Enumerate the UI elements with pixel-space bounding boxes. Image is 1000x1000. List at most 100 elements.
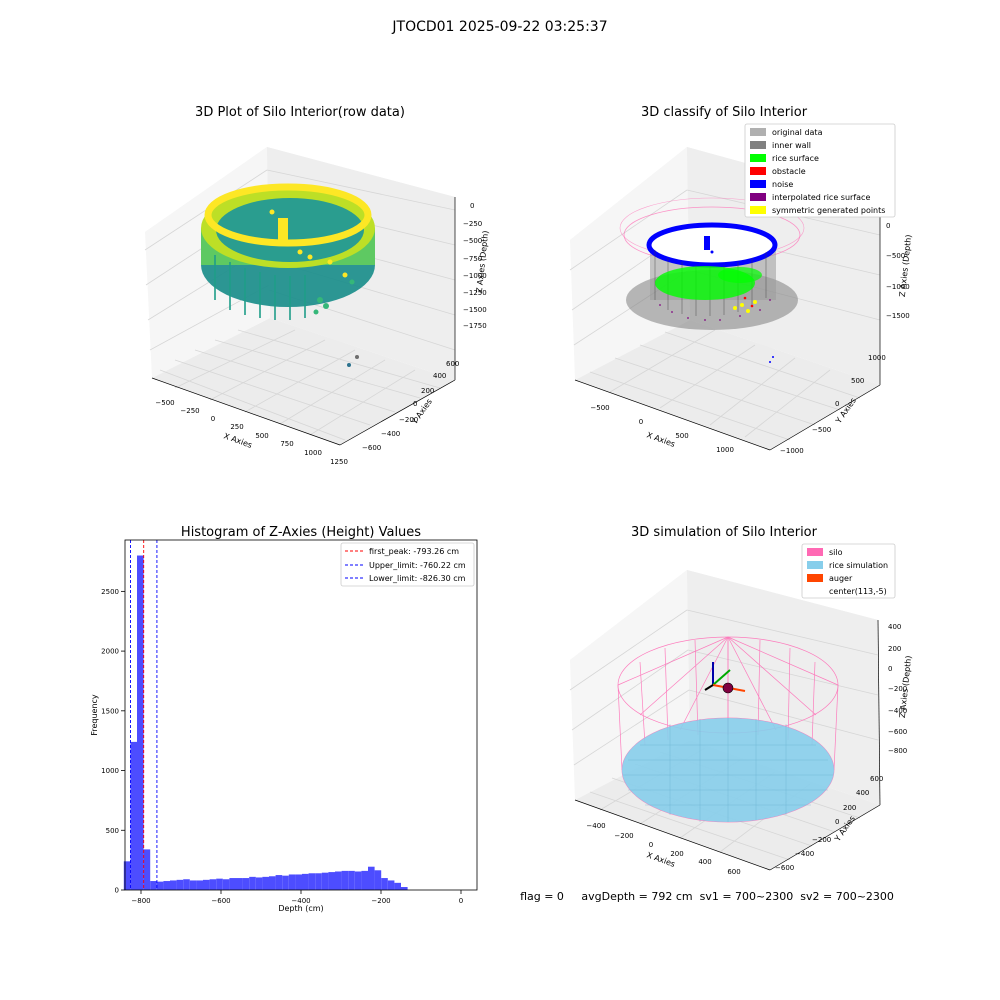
- svg-text:−250: −250: [180, 407, 199, 415]
- svg-text:200: 200: [421, 387, 434, 395]
- histogram-bar: [236, 878, 243, 890]
- svg-text:−750: −750: [463, 255, 482, 263]
- histogram-bar: [196, 880, 203, 890]
- histogram-bar: [361, 870, 368, 890]
- sim-legend-item-auger: auger: [807, 574, 853, 583]
- y-tick-label: 2500: [101, 588, 119, 596]
- rice-surface-mesh: [623, 718, 833, 822]
- raw-plot-x-ticks: −500 −250 0 250 500 750 1000 1250: [155, 399, 348, 466]
- classify-legend-item-rice-surface: rice surface: [750, 154, 819, 163]
- svg-text:0: 0: [835, 818, 839, 826]
- y-tick-label: 1500: [101, 707, 119, 715]
- figure-title: JTOCD01 2025-09-22 03:25:37: [391, 19, 607, 35]
- svg-text:−500: −500: [590, 404, 609, 412]
- raw-plot-title: 3D Plot of Silo Interior(row data): [195, 105, 405, 120]
- histogram-bar: [216, 878, 223, 890]
- simulation-plot-title: 3D simulation of Silo Interior: [631, 525, 818, 540]
- classify-legend-item-symmetric: symmetric generated points: [750, 206, 885, 215]
- histogram-bar: [229, 878, 236, 890]
- histogram-bar: [381, 878, 388, 890]
- svg-text:−600: −600: [775, 864, 794, 872]
- svg-text:−200: −200: [888, 685, 907, 693]
- svg-text:−500: −500: [812, 426, 831, 434]
- svg-text:200: 200: [670, 850, 683, 858]
- svg-text:0: 0: [413, 400, 417, 408]
- histogram-bar: [163, 881, 170, 890]
- y-tick-label: 500: [106, 827, 119, 835]
- simulation-3d-plot: 3D simulation of Silo Interior: [569, 525, 913, 876]
- histogram-bar: [387, 880, 395, 890]
- classify-3d-plot: 3D classify of Silo Interior: [569, 105, 913, 455]
- svg-text:600: 600: [446, 360, 459, 368]
- histogram-bar: [302, 873, 309, 890]
- histogram-bar: [275, 875, 283, 890]
- svg-text:−1250: −1250: [463, 289, 487, 297]
- classify-plot-legend: original data inner wall rice surface ob…: [744, 123, 896, 218]
- histogram-bar: [137, 555, 144, 890]
- svg-text:0: 0: [835, 400, 839, 408]
- y-tick-label: 2000: [101, 648, 119, 656]
- histogram-bar: [341, 870, 349, 890]
- svg-text:silo: silo: [829, 548, 843, 557]
- svg-text:0: 0: [649, 841, 653, 849]
- svg-text:inner wall: inner wall: [772, 141, 811, 150]
- histogram-bars: [123, 555, 408, 890]
- svg-text:−800: −800: [888, 747, 907, 755]
- svg-text:250: 250: [230, 423, 243, 431]
- svg-text:−250: −250: [463, 220, 482, 228]
- svg-text:obstacle: obstacle: [772, 167, 806, 176]
- svg-text:−600: −600: [888, 728, 907, 736]
- histogram-title: Histogram of Z-Axies (Height) Values: [181, 525, 421, 540]
- histogram-bar: [183, 879, 190, 890]
- histogram-bar: [249, 876, 256, 890]
- svg-text:−400: −400: [381, 430, 400, 438]
- svg-text:0: 0: [888, 665, 892, 673]
- histogram-bar: [321, 872, 329, 890]
- svg-text:400: 400: [698, 858, 711, 866]
- svg-text:750: 750: [280, 440, 293, 448]
- x-tick-label: −600: [211, 897, 230, 905]
- classify-legend-item-inner-wall: inner wall: [750, 141, 811, 150]
- svg-text:auger: auger: [829, 574, 853, 583]
- raw-plot-points: [201, 183, 375, 367]
- histogram-bar: [288, 874, 296, 890]
- classify-legend-item-obstacle: obstacle: [750, 167, 806, 176]
- histogram-bar: [242, 878, 250, 890]
- svg-text:symmetric generated points: symmetric generated points: [772, 206, 885, 215]
- status-readout: flag = 0 avgDepth = 792 cm sv1 = 700~230…: [520, 890, 894, 903]
- histogram-bar: [203, 879, 210, 890]
- svg-text:0: 0: [211, 415, 215, 423]
- histogram-bar: [354, 871, 362, 890]
- svg-text:rice surface: rice surface: [772, 154, 819, 163]
- classify-plot-xlabel: X Axies: [645, 430, 676, 449]
- svg-text:−400: −400: [795, 850, 814, 858]
- svg-text:−1000: −1000: [463, 272, 487, 280]
- histogram-bar: [222, 879, 230, 890]
- histogram-legend: first_peak: -793.26 cm Upper_limit: -760…: [340, 542, 475, 587]
- histogram-plot-frame: [124, 539, 478, 891]
- svg-text:500: 500: [851, 377, 864, 385]
- histogram-ylabel: Frequency: [90, 694, 99, 736]
- histogram-chart: Histogram of Z-Axies (Height) Values −80…: [90, 525, 478, 913]
- raw-plot-y-ticks: −600 −400 −200 0 200 400 600: [362, 360, 459, 452]
- svg-text:−500: −500: [463, 237, 482, 245]
- svg-text:1000: 1000: [716, 446, 734, 454]
- svg-text:400: 400: [856, 789, 869, 797]
- histogram-bar: [374, 870, 382, 890]
- classify-plot-points: [619, 197, 805, 363]
- y-tick-label: 0: [115, 887, 119, 895]
- y-tick-label: 1000: [101, 767, 119, 775]
- svg-text:−400: −400: [586, 822, 605, 830]
- histogram-reference-lines: [130, 540, 158, 890]
- svg-text:0: 0: [886, 222, 890, 230]
- histogram-bar: [156, 881, 164, 890]
- svg-text:0: 0: [470, 202, 474, 210]
- simulation-plot-x-ticks: −400 −200 0 200 400 600: [586, 822, 740, 876]
- svg-text:400: 400: [433, 372, 446, 380]
- histogram-bar: [335, 871, 342, 890]
- svg-text:1000: 1000: [304, 449, 322, 457]
- histogram-bar: [315, 873, 322, 890]
- classify-legend-item-original: original data: [750, 128, 823, 137]
- histogram-bar: [262, 876, 269, 890]
- svg-text:Lower_limit: -826.30 cm: Lower_limit: -826.30 cm: [369, 574, 466, 583]
